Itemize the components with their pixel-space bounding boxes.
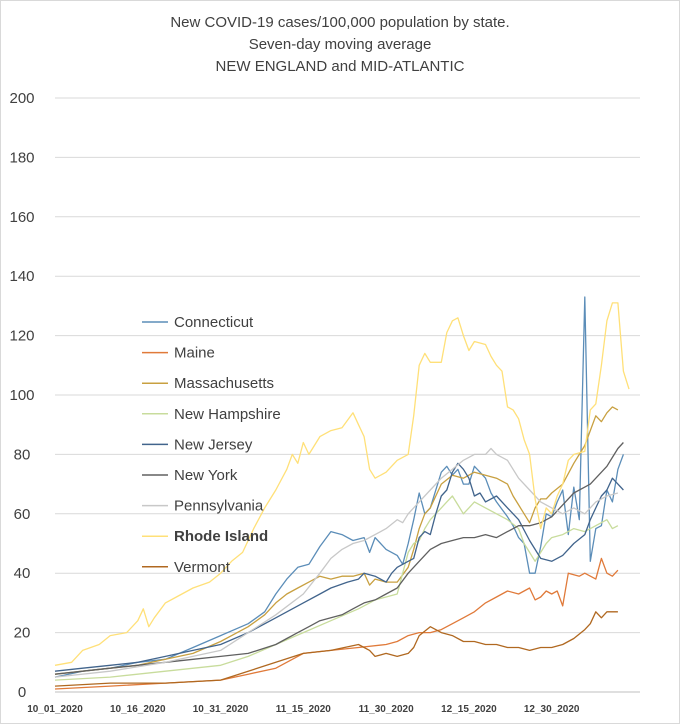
x-tick-label-0: 10_01_2020 <box>27 704 83 715</box>
chart-title-line-2: NEW ENGLAND and MID-ATLANTIC <box>216 58 465 75</box>
y-tick-label-200: 200 <box>9 90 34 107</box>
legend-label-3: New Hampshire <box>174 406 281 423</box>
series-lines <box>54 296 630 690</box>
legend-label-6: Pennsylvania <box>174 498 264 515</box>
x-tick-label-3: 11_15_2020 <box>276 704 332 715</box>
x-tick-label-1: 10_16_2020 <box>110 704 166 715</box>
legend-label-5: New York <box>174 467 238 484</box>
series-line-new-jersey <box>54 462 624 672</box>
series-line-vermont <box>54 611 618 687</box>
x-tick-label-5: 12_15_2020 <box>441 704 497 715</box>
series-line-new-hampshire <box>54 495 619 681</box>
x-tick-label-6: 12_30_2020 <box>524 704 580 715</box>
y-axis: 0 20 40 60 80 100 120 140 160 180 200 <box>9 90 34 701</box>
series-line-rhode-island <box>54 302 630 666</box>
x-tick-label-4: 11_30_2020 <box>359 704 415 715</box>
y-tick-label-160: 160 <box>9 209 34 226</box>
y-tick-label-140: 140 <box>9 268 34 285</box>
legend-label-2: Massachusetts <box>174 375 274 392</box>
legend-label-8: Vermont <box>174 559 231 576</box>
series-line-pennsylvania <box>54 447 619 678</box>
y-tick-label-20: 20 <box>14 625 31 642</box>
y-tick-label-120: 120 <box>9 328 34 345</box>
legend-label-1: Maine <box>174 345 215 362</box>
legend-label-0: Connecticut <box>174 314 254 331</box>
y-tick-label-40: 40 <box>14 565 31 582</box>
x-tick-label-2: 10_31_2020 <box>193 704 249 715</box>
legend: Connecticut Maine Massachusetts New Hampshi… <box>142 314 281 576</box>
legend-label-4: New Jersey <box>174 436 253 453</box>
chart-title: New COVID-19 cases/100,000 population by… <box>170 14 509 75</box>
y-tick-label-100: 100 <box>9 387 34 404</box>
chart-title-line-0: New COVID-19 cases/100,000 population by… <box>170 14 509 31</box>
series-line-connecticut <box>54 296 625 678</box>
x-axis: 10_01_2020 10_16_2020 10_31_2020 11_15_2020… <box>27 691 640 715</box>
y-tick-label-180: 180 <box>9 149 34 166</box>
legend-label-7: Rhode Island <box>174 528 268 545</box>
chart-title-line-1: Seven-day moving average <box>249 36 432 53</box>
y-tick-label-0: 0 <box>18 684 26 701</box>
series-line-massachusetts <box>54 406 619 675</box>
y-tick-label-60: 60 <box>14 506 31 523</box>
series-line-new-york <box>54 442 624 675</box>
gridlines <box>55 97 640 634</box>
y-tick-label-80: 80 <box>14 446 31 463</box>
